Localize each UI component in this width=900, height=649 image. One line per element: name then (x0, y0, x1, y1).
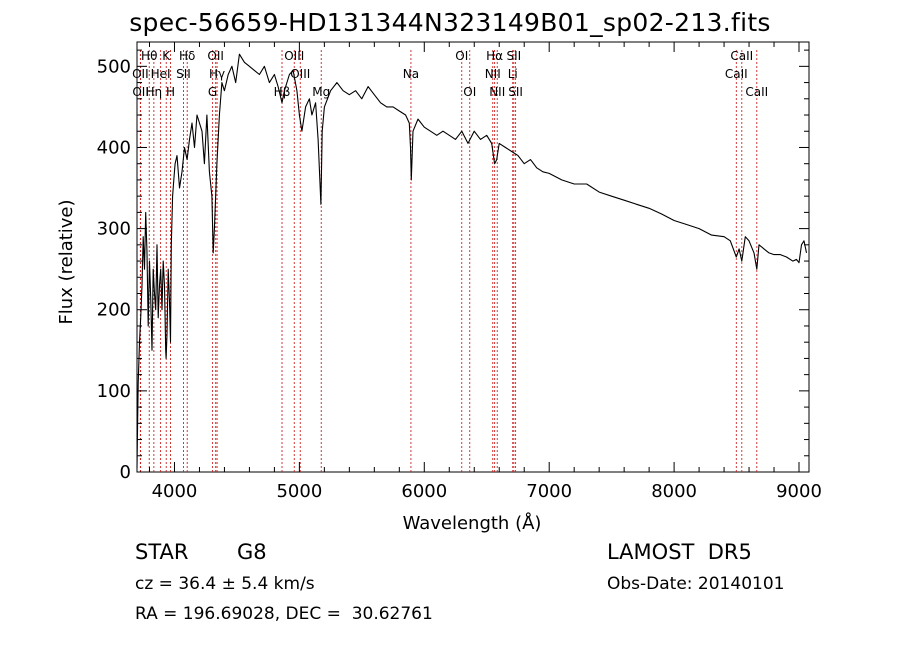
spectral-line-label: CaII (745, 85, 768, 99)
coordinates: RA = 196.69028, DEC = 30.62761 (135, 604, 433, 624)
x-axis-label: Wavelength (Å) (403, 512, 542, 534)
spectral-line-label: Hβ (274, 85, 291, 99)
spectral-line-label: H (166, 85, 175, 99)
spectral-line-label: G (208, 85, 217, 99)
spectral-line-label: NII (489, 85, 505, 99)
spectral-line-label: Hη (146, 85, 163, 99)
plot-frame-rect (136, 41, 810, 473)
y-axis-ticks: 0 100 200 300 400 500 (97, 49, 809, 483)
y-tick-label: 400 (97, 137, 131, 158)
spectral-line-label: Mg (312, 85, 330, 99)
spectral-line-label: OIII (284, 49, 304, 63)
y-tick-label: 500 (97, 56, 131, 77)
object-subclass: G8 (237, 540, 267, 564)
spectral-line-label: Na (403, 67, 419, 81)
survey-name: LAMOST DR5 (607, 540, 752, 564)
x-axis-ticks: 4000 5000 6000 7000 8000 9000 (148, 42, 822, 502)
redshift-text: cz = 36.4 ± 5.4 km/s (135, 574, 315, 594)
y-tick-label: 300 (97, 219, 131, 240)
spectral-line-label: OI (455, 49, 468, 63)
spectral-line-label: Hα (486, 49, 503, 63)
spectral-line-label: Hθ (141, 49, 157, 63)
x-tick-label: 5000 (276, 481, 322, 502)
flux-series (136, 53, 808, 468)
chart-title: spec-56659-HD131344N323149B01_sp02-213.f… (129, 8, 771, 37)
object-class: STAR (135, 540, 189, 564)
y-axis-label: Flux (relative) (56, 199, 77, 324)
spectral-line-label: OII (207, 49, 224, 63)
flux-series-line (136, 53, 808, 468)
spectral-line-label: SII (506, 49, 521, 63)
x-tick-label: 6000 (401, 481, 447, 502)
spectral-line-label: HeI (151, 67, 171, 81)
y-tick-label: 100 (97, 381, 131, 402)
x-tick-label: 9000 (776, 481, 822, 502)
spectral-line-label: Li (508, 67, 518, 81)
x-tick-label: 7000 (526, 481, 572, 502)
spectral-line-label: SII (176, 67, 191, 81)
x-tick-label: 8000 (651, 481, 697, 502)
spectral-line-label: NII (485, 67, 501, 81)
obs-date: Obs-Date: 20140101 (607, 574, 785, 594)
y-tick-label: 0 (120, 462, 131, 483)
spectral-line-label: OII (132, 67, 149, 81)
plot-frame (136, 41, 810, 473)
y-tick-label: 200 (97, 300, 131, 321)
spectral-line-label: CaII (725, 67, 748, 81)
spectral-line-markers (139, 50, 758, 472)
spectral-line-label: OIII (290, 67, 310, 81)
spectral-line-label: SII (508, 85, 523, 99)
spectral-line-label: OI (463, 85, 476, 99)
spectral-line-label: Hγ (209, 67, 225, 81)
spectral-line-label: Hδ (179, 49, 195, 63)
x-tick-label: 4000 (152, 481, 198, 502)
spectral-line-label: CaII (730, 49, 753, 63)
spectral-line-label: OII (132, 85, 149, 99)
spectral-line-label: K (162, 49, 171, 63)
